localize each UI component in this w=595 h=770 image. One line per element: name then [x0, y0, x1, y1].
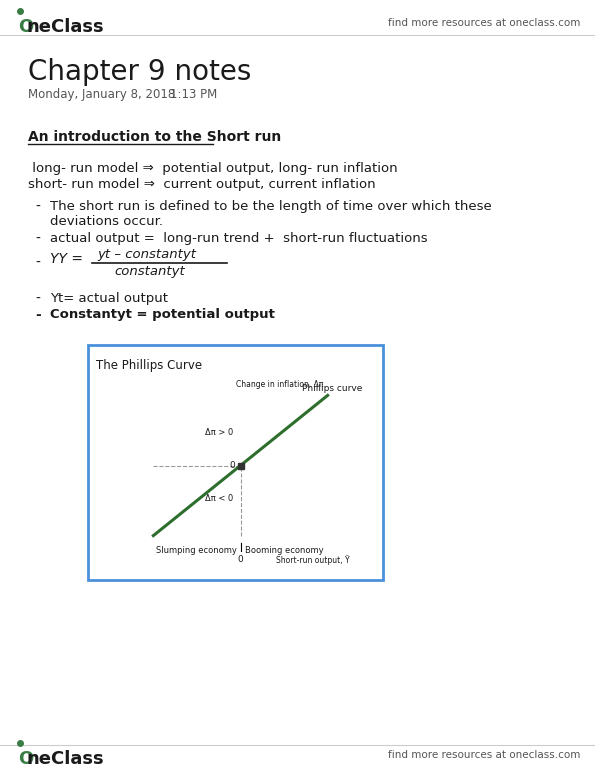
Text: YY =: YY = — [50, 252, 83, 266]
Text: O: O — [18, 750, 33, 768]
Text: -: - — [35, 200, 40, 214]
Text: Yt= actual output: Yt= actual output — [50, 292, 168, 305]
Text: Constantyt = potential output: Constantyt = potential output — [50, 308, 275, 321]
Text: constantyt: constantyt — [114, 265, 185, 278]
Text: 0: 0 — [237, 555, 243, 564]
Text: Phillips curve: Phillips curve — [302, 384, 362, 393]
Text: -: - — [35, 292, 40, 306]
Text: -: - — [35, 308, 40, 322]
Text: neClass: neClass — [27, 750, 105, 768]
Text: short- run model ⇒  current output, current inflation: short- run model ⇒ current output, curre… — [28, 178, 375, 191]
Text: Short-run output, Ỹ: Short-run output, Ỹ — [276, 555, 350, 565]
Text: Δπ < 0: Δπ < 0 — [205, 494, 233, 503]
Text: O: O — [18, 18, 33, 36]
Text: -: - — [35, 232, 40, 246]
FancyBboxPatch shape — [88, 345, 383, 580]
Text: deviations occur.: deviations occur. — [50, 215, 163, 228]
Text: The Phillips Curve: The Phillips Curve — [96, 359, 202, 372]
Text: Change in inflation, Δπ: Change in inflation, Δπ — [236, 380, 323, 390]
Text: actual output =  long-run trend +  short-run fluctuations: actual output = long-run trend + short-r… — [50, 232, 428, 245]
Text: Monday, January 8, 2018: Monday, January 8, 2018 — [28, 88, 176, 101]
Text: The short run is defined to be the length of time over which these: The short run is defined to be the lengt… — [50, 200, 491, 213]
Text: -: - — [35, 256, 40, 270]
Text: Chapter 9 notes: Chapter 9 notes — [28, 58, 251, 86]
Text: neClass: neClass — [27, 18, 105, 36]
Text: Δπ > 0: Δπ > 0 — [205, 428, 233, 437]
Text: find more resources at oneclass.com: find more resources at oneclass.com — [387, 750, 580, 760]
Text: 0: 0 — [229, 461, 234, 470]
Text: find more resources at oneclass.com: find more resources at oneclass.com — [387, 18, 580, 28]
Text: yt – constantyt: yt – constantyt — [97, 248, 196, 261]
Text: long- run model ⇒  potential output, long- run inflation: long- run model ⇒ potential output, long… — [28, 162, 397, 175]
Text: Slumping economy: Slumping economy — [156, 546, 237, 555]
Text: An introduction to the Short run: An introduction to the Short run — [28, 130, 281, 144]
Text: Booming economy: Booming economy — [245, 546, 324, 555]
Text: 1:13 PM: 1:13 PM — [170, 88, 217, 101]
